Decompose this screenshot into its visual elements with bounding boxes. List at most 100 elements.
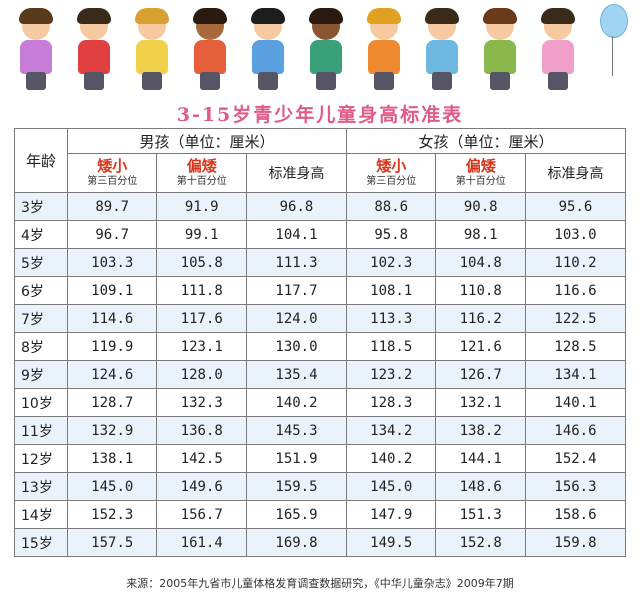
height-cell: 116.2 <box>435 304 526 333</box>
category-sub: 第三百分位 <box>87 176 138 187</box>
child-figure-icon <box>532 6 584 92</box>
height-cell: 146.6 <box>524 416 627 445</box>
category-label: 偏矮 <box>465 157 496 175</box>
age-cell: 10岁 <box>14 388 68 417</box>
age-cell: 13岁 <box>14 472 68 501</box>
height-cell: 104.1 <box>245 220 347 249</box>
height-cell: 102.3 <box>345 248 437 277</box>
height-cell: 113.3 <box>345 304 437 333</box>
table-row: 5岁 103.3 105.8 111.3 102.3 104.8 110.2 <box>14 248 627 277</box>
height-cell: 95.8 <box>345 220 437 249</box>
age-cell: 6岁 <box>14 276 68 305</box>
height-cell: 123.2 <box>345 360 437 389</box>
height-cell: 96.8 <box>245 192 347 221</box>
height-cell: 128.3 <box>345 388 437 417</box>
height-cell: 90.8 <box>435 192 526 221</box>
height-cell: 118.5 <box>345 332 437 361</box>
category-sub: 第十百分位 <box>176 176 227 187</box>
height-cell: 134.1 <box>524 360 627 389</box>
balloon-string <box>612 36 613 76</box>
height-cell: 121.6 <box>435 332 526 361</box>
girls-standard-header: 标准身高 <box>524 153 627 193</box>
height-table: 年龄 男孩（单位：厘米） 女孩（单位：厘米） 矮小 第三百分位 偏矮 第十百分位… <box>14 128 627 557</box>
height-cell: 98.1 <box>435 220 526 249</box>
height-cell: 128.0 <box>156 360 247 389</box>
age-cell: 14岁 <box>14 500 68 529</box>
height-cell: 110.2 <box>524 248 627 277</box>
height-cell: 152.4 <box>524 444 627 473</box>
height-cell: 145.0 <box>345 472 437 501</box>
age-cell: 15岁 <box>14 528 68 557</box>
height-cell: 117.7 <box>245 276 347 305</box>
table-row: 11岁 132.9 136.8 145.3 134.2 138.2 146.6 <box>14 416 627 445</box>
height-cell: 135.4 <box>245 360 347 389</box>
height-cell: 99.1 <box>156 220 247 249</box>
height-cell: 152.3 <box>66 500 158 529</box>
girls-header: 女孩（单位：厘米） <box>345 128 627 154</box>
child-figure-icon <box>358 6 410 92</box>
table-row: 10岁 128.7 132.3 140.2 128.3 132.1 140.1 <box>14 388 627 417</box>
height-cell: 145.0 <box>66 472 158 501</box>
table-row: 3岁 89.7 91.9 96.8 88.6 90.8 95.6 <box>14 192 627 221</box>
source-note: 来源：2005年九省市儿童体格发育调查数据研究，《中华儿童杂志》2009年7期 <box>126 577 514 590</box>
age-cell: 3岁 <box>14 192 68 221</box>
table-row: 7岁 114.6 117.6 124.0 113.3 116.2 122.5 <box>14 304 627 333</box>
height-cell: 140.1 <box>524 388 627 417</box>
height-cell: 136.8 <box>156 416 247 445</box>
height-cell: 142.5 <box>156 444 247 473</box>
height-cell: 138.1 <box>66 444 158 473</box>
boys-short-header: 矮小 第三百分位 <box>66 153 158 193</box>
girls-short-header: 矮小 第三百分位 <box>345 153 437 193</box>
height-cell: 128.5 <box>524 332 627 361</box>
height-cell: 91.9 <box>156 192 247 221</box>
child-figure-icon <box>10 6 62 92</box>
height-cell: 140.2 <box>345 444 437 473</box>
table-row: 15岁 157.5 161.4 169.8 149.5 152.8 159.8 <box>14 528 627 557</box>
page-title: 3-15岁青少年儿童身高标准表 <box>176 104 464 126</box>
boys-below-header: 偏矮 第十百分位 <box>156 153 247 193</box>
height-cell: 111.3 <box>245 248 347 277</box>
age-cell: 12岁 <box>14 444 68 473</box>
age-header: 年龄 <box>14 128 68 193</box>
height-cell: 103.3 <box>66 248 158 277</box>
height-cell: 117.6 <box>156 304 247 333</box>
height-cell: 130.0 <box>245 332 347 361</box>
category-label: 矮小 <box>97 157 128 175</box>
height-cell: 110.8 <box>435 276 526 305</box>
table-row: 14岁 152.3 156.7 165.9 147.9 151.3 158.6 <box>14 500 627 529</box>
height-cell: 152.8 <box>435 528 526 557</box>
height-cell: 119.9 <box>66 332 158 361</box>
table-body: 3岁 89.7 91.9 96.8 88.6 90.8 95.6 4岁 96.7 99.1 104.… <box>14 192 627 557</box>
boys-standard-header: 标准身高 <box>245 153 347 193</box>
height-cell: 104.8 <box>435 248 526 277</box>
age-cell: 7岁 <box>14 304 68 333</box>
height-cell: 108.1 <box>345 276 437 305</box>
category-sub: 第三百分位 <box>366 176 417 187</box>
height-cell: 149.6 <box>156 472 247 501</box>
category-label: 矮小 <box>376 157 407 175</box>
height-cell: 169.8 <box>245 528 347 557</box>
height-cell: 165.9 <box>245 500 347 529</box>
height-cell: 95.6 <box>524 192 627 221</box>
height-cell: 149.5 <box>345 528 437 557</box>
age-cell: 9岁 <box>14 360 68 389</box>
height-cell: 134.2 <box>345 416 437 445</box>
table-row: 6岁 109.1 111.8 117.7 108.1 110.8 116.6 <box>14 276 627 305</box>
height-cell: 132.3 <box>156 388 247 417</box>
child-figure-icon <box>416 6 468 92</box>
age-cell: 8岁 <box>14 332 68 361</box>
height-cell: 144.1 <box>435 444 526 473</box>
height-cell: 159.5 <box>245 472 347 501</box>
table-row: 8岁 119.9 123.1 130.0 118.5 121.6 128.5 <box>14 332 627 361</box>
height-cell: 145.3 <box>245 416 347 445</box>
height-cell: 111.8 <box>156 276 247 305</box>
height-cell: 103.0 <box>524 220 627 249</box>
height-cell: 158.6 <box>524 500 627 529</box>
kids-illustration <box>0 0 640 96</box>
boys-header: 男孩（单位：厘米） <box>67 128 347 154</box>
height-cell: 128.7 <box>66 388 158 417</box>
child-figure-icon <box>126 6 178 92</box>
height-cell: 124.0 <box>245 304 347 333</box>
height-cell: 116.6 <box>524 276 627 305</box>
category-sub: 第十百分位 <box>455 176 506 187</box>
